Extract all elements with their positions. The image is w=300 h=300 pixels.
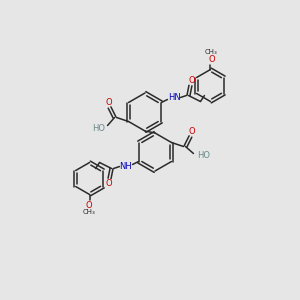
Text: HN: HN: [168, 93, 181, 102]
Text: O: O: [105, 179, 112, 188]
Text: O: O: [188, 76, 195, 85]
Text: NH: NH: [119, 162, 132, 171]
Text: HO: HO: [197, 151, 210, 160]
Text: CH₃: CH₃: [82, 209, 95, 215]
Text: O: O: [105, 98, 112, 107]
Text: O: O: [208, 55, 215, 64]
Text: CH₃: CH₃: [205, 50, 218, 56]
Text: HO: HO: [92, 124, 105, 133]
Text: O: O: [188, 127, 195, 136]
Text: O: O: [85, 201, 92, 210]
